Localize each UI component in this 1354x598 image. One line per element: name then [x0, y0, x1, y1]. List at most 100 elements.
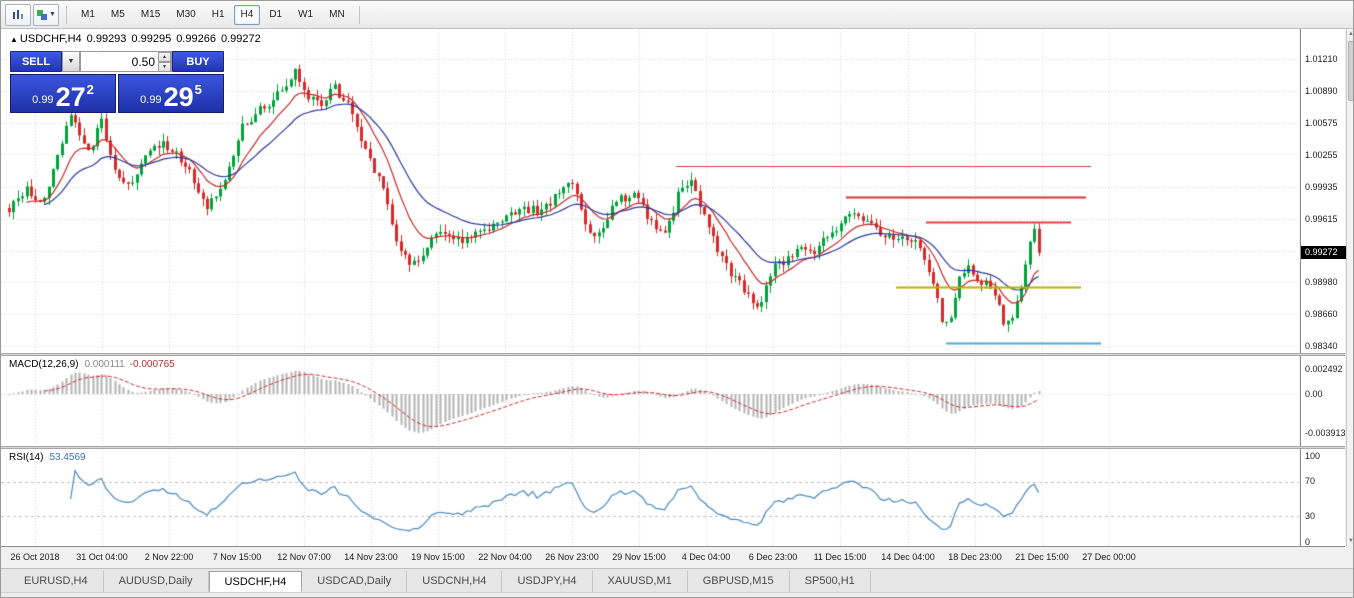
time-axis-label: 14 Dec 04:00	[881, 552, 935, 562]
scroll-up-icon[interactable]: ▲	[1348, 31, 1354, 37]
rsi-axis-label: 0	[1305, 537, 1311, 547]
bottom-strip	[1, 592, 1353, 597]
price-axis-label: 1.00255	[1305, 149, 1338, 160]
rsi-indicator-panel: RSI(14) 53.4569	[1, 449, 1299, 546]
price-axis-label: 0.98660	[1305, 309, 1338, 319]
macd-main-value: 0.000111	[84, 359, 125, 370]
macd-axis-label: 0.002492	[1305, 364, 1343, 374]
chart-tab-usdcad-daily[interactable]: USDCAD,Daily	[302, 571, 408, 592]
chart-tab-usdcnh-h4[interactable]: USDCNH,H4	[407, 571, 503, 592]
timeframe-button-mn[interactable]: MN	[322, 5, 352, 25]
volume-input[interactable]: 0.50 ▲ ▼	[80, 51, 172, 72]
timeframe-toolbar: ▼ M1 M5 M15 M30 H1 H4 D1 W1 MN	[1, 1, 1353, 29]
macd-title: MACD(12,26,9)	[9, 359, 79, 370]
price-axis-label: 0.98980	[1305, 277, 1338, 287]
scrollbar-thumb[interactable]	[1348, 41, 1353, 101]
chart-tab-usdchf-h4[interactable]: USDCHF,H4	[208, 571, 303, 592]
ohlc-low: 0.99266	[176, 33, 216, 45]
vertical-scrollbar[interactable]: ▲ ▼	[1346, 29, 1354, 546]
time-axis-label: 14 Nov 23:00	[344, 552, 398, 562]
volume-step-down[interactable]: ▼	[158, 62, 171, 72]
buy-price-big: 29	[163, 81, 194, 112]
chart-tool-icon[interactable]	[5, 3, 31, 26]
time-axis-label: 12 Nov 07:00	[277, 552, 331, 562]
timeframe-button-m1[interactable]: M1	[74, 5, 102, 25]
time-axis-label: 27 Dec 00:00	[1082, 552, 1136, 562]
chart-tab-gbpusd-m15[interactable]: GBPUSD,M15	[688, 571, 790, 592]
rsi-header: RSI(14) 53.4569	[9, 452, 86, 463]
chart-tab-xauusd-m1[interactable]: XAUUSD,M1	[593, 571, 688, 592]
sell-price-pip: 2	[86, 82, 94, 97]
macd-axis-label: 0.00	[1305, 389, 1323, 399]
rsi-axis-label: 100	[1305, 451, 1321, 461]
price-axis-label: 0.99935	[1305, 181, 1338, 192]
buy-price-button[interactable]: 0.99 29 5	[118, 74, 224, 113]
chart-tab-eurusd-h4[interactable]: EURUSD,H4	[9, 571, 104, 592]
chart-tab-sp500-h1[interactable]: SP500,H1	[790, 571, 871, 592]
rsi-axis-label: 70	[1305, 476, 1316, 486]
mini-chart-icon	[13, 9, 23, 19]
current-price-marker: 0.99272	[1301, 245, 1346, 259]
volume-step-up[interactable]: ▲	[158, 52, 171, 62]
panel-splitter[interactable]	[1, 353, 1345, 356]
time-axis-label: 6 Dec 23:00	[748, 552, 798, 562]
price-chart-panel: ▲ USDCHF,H4 0.99293 0.99295 0.99266 0.99272 S…	[1, 29, 1299, 353]
chart-profile-icon[interactable]: ▼	[33, 3, 59, 26]
timeframe-button-h1[interactable]: H1	[205, 5, 232, 25]
trade-panel-controls-row: SELL ▼ 0.50 ▲ ▼ BUY	[10, 51, 224, 72]
time-axis-label: 4 Dec 04:00	[681, 552, 731, 562]
sell-price-big: 27	[55, 81, 86, 112]
chevron-down-icon: ▼	[67, 58, 75, 65]
scroll-down-icon[interactable]: ▼	[1348, 538, 1354, 544]
chevron-down-icon: ▼	[49, 11, 56, 18]
timeframe-button-d1[interactable]: D1	[262, 5, 289, 25]
chart-tab-audusd-daily[interactable]: AUDUSD,Daily	[104, 571, 209, 592]
panel-splitter[interactable]	[1, 446, 1345, 449]
timeframe-button-h4[interactable]: H4	[233, 4, 261, 25]
chart-tab-usdjpy-h4[interactable]: USDJPY,H4	[502, 571, 593, 592]
price-axis: 1.01210 1.00890 1.00575 1.00255 0.99935 0.996…	[1300, 29, 1346, 547]
price-axis-label: 1.01210	[1305, 54, 1338, 64]
ohlc-open: 0.99293	[86, 33, 127, 45]
rsi-canvas[interactable]	[1, 449, 1299, 546]
timeframe-buttons-group: M1 M5 M15 M30 H1 H4 D1 W1 MN	[74, 4, 352, 25]
macd-indicator-panel: MACD(12,26,9) 0.000111 -0.000765	[1, 356, 1299, 446]
ohlc-high: 0.99295	[131, 33, 172, 45]
layers-icon	[37, 9, 48, 20]
price-axis-label: 0.98340	[1305, 341, 1338, 351]
macd-axis-label: -0.003913	[1305, 428, 1346, 438]
time-axis-label: 26 Oct 2018	[10, 552, 60, 562]
price-axis-label: 1.00575	[1305, 117, 1338, 128]
time-axis-label: 2 Nov 22:00	[144, 552, 194, 562]
chart-ohlc-header: ▲ USDCHF,H4 0.99293 0.99295 0.99266 0.99272	[10, 33, 266, 45]
volume-stepper: ▲ ▼	[158, 52, 171, 72]
price-axis-label: 0.99615	[1305, 213, 1338, 224]
rsi-value: 53.4569	[49, 452, 86, 463]
time-axis-label: 18 Dec 23:00	[948, 552, 1002, 562]
chart-tab-bar: EURUSD,H4 AUDUSD,Daily USDCHF,H4 USDCAD,Dai…	[1, 568, 1353, 592]
toolbar-separator	[358, 5, 360, 24]
rsi-axis-label: 30	[1305, 511, 1316, 521]
order-type-dropdown[interactable]: ▼	[62, 51, 80, 72]
chart-symbol-label: USDCHF,H4	[19, 33, 82, 45]
sell-button[interactable]: SELL	[10, 51, 62, 72]
rsi-title: RSI(14)	[9, 452, 44, 463]
buy-button[interactable]: BUY	[172, 51, 224, 72]
timeframe-button-w1[interactable]: W1	[291, 5, 320, 25]
ohlc-close: 0.99272	[220, 33, 261, 45]
time-axis-label: 29 Nov 15:00	[612, 552, 666, 562]
timeframe-button-m5[interactable]: M5	[104, 5, 132, 25]
time-axis-label: 26 Nov 23:00	[545, 552, 599, 562]
timeframe-button-m30[interactable]: M30	[169, 5, 202, 25]
time-axis-label: 31 Oct 04:00	[76, 552, 128, 562]
time-axis-label: 22 Nov 04:00	[478, 552, 532, 562]
price-axis-label: 1.00890	[1305, 86, 1338, 96]
sell-price-button[interactable]: 0.99 27 2	[10, 74, 116, 113]
volume-value: 0.50	[131, 54, 155, 69]
time-axis-label: 11 Dec 15:00	[813, 552, 867, 562]
time-axis-label: 21 Dec 15:00	[1015, 552, 1069, 562]
macd-canvas[interactable]	[1, 356, 1299, 446]
buy-price-prefix: 0.99	[140, 94, 162, 106]
timeframe-button-m15[interactable]: M15	[134, 5, 167, 25]
